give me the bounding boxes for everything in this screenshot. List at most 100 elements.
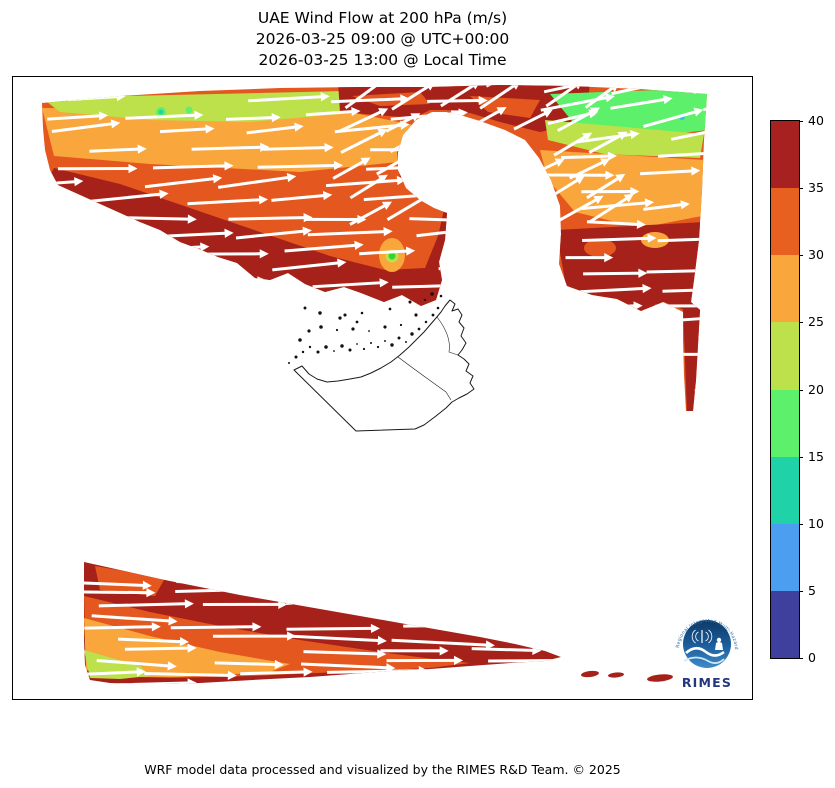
wind-arrow xyxy=(160,228,234,238)
colorbar-tickmark xyxy=(799,322,803,324)
wind-arrow xyxy=(618,335,675,345)
wind-arrow xyxy=(391,638,495,650)
wind-arrow xyxy=(327,666,428,676)
colorbar-tickmark xyxy=(799,255,803,257)
wind-arrow xyxy=(643,107,704,128)
colorbar xyxy=(770,120,800,659)
wind-arrow xyxy=(585,348,639,358)
wind-arrow xyxy=(553,132,593,157)
chart-subtitle-utc: 2026-03-25 09:00 @ UTC+00:00 xyxy=(255,30,510,48)
colorbar-tick-label: 25 xyxy=(808,314,824,330)
island-dot xyxy=(316,350,320,354)
wind-arrow xyxy=(559,314,611,324)
island-dot xyxy=(399,323,403,327)
island-dot xyxy=(303,306,307,310)
wind-arrow xyxy=(581,186,640,197)
wind-arrow xyxy=(440,589,547,599)
island-dot xyxy=(410,332,414,336)
island-dot xyxy=(436,306,440,310)
wind-arrow xyxy=(561,151,617,161)
wind-arrow xyxy=(263,143,334,153)
colorbar-segment xyxy=(771,389,799,457)
island-dot xyxy=(388,307,392,311)
wind-arrow xyxy=(628,402,685,411)
wind-arrow xyxy=(191,142,270,152)
colorbar-tick-label: 5 xyxy=(808,582,816,598)
wind-arrow xyxy=(411,76,466,86)
wind-arrow xyxy=(545,550,646,565)
wind-arrow xyxy=(536,567,561,577)
island-dot xyxy=(408,300,412,304)
colorbar-tick-label: 30 xyxy=(808,247,824,263)
north-wind-field xyxy=(42,76,707,411)
wind-arrow xyxy=(436,569,528,580)
chart-subtitle-local: 2026-03-25 13:00 @ Local Time xyxy=(258,51,507,69)
wind-arrow xyxy=(580,283,652,294)
wind-arrow xyxy=(451,148,515,158)
wind-arrow xyxy=(465,137,499,156)
wind-arrow xyxy=(84,622,161,632)
wind-arrow xyxy=(610,95,673,110)
colorbar-segment xyxy=(771,188,799,256)
island-dot xyxy=(430,292,434,296)
wind-arrow xyxy=(271,191,333,202)
wind-arrow xyxy=(386,655,464,665)
wind-arrow xyxy=(565,253,614,263)
wind-arrow xyxy=(334,120,410,134)
colorbar-tickmark xyxy=(799,389,803,391)
wind-arrow xyxy=(144,670,237,680)
wind-arrow xyxy=(235,226,312,240)
wind-arrow xyxy=(340,562,407,565)
colorbar-segment xyxy=(771,523,799,591)
colorbar-tickmark xyxy=(799,590,803,592)
wind-arrow xyxy=(427,95,488,106)
colorbar-segment xyxy=(771,590,799,658)
wind-arrow xyxy=(555,335,616,345)
wind-arrow xyxy=(491,156,529,177)
island-dot xyxy=(335,328,339,332)
wind-arrow xyxy=(513,109,553,131)
wind-arrow xyxy=(500,173,541,200)
wind-arrow xyxy=(422,675,519,684)
uae-outline xyxy=(293,299,475,432)
wind-arrow xyxy=(284,240,364,253)
wind-arrow xyxy=(562,575,635,587)
island-dot xyxy=(319,325,323,329)
wind-arrow xyxy=(606,380,663,390)
island-dot xyxy=(439,294,443,298)
wind-arrow xyxy=(582,367,635,377)
island-dot xyxy=(301,350,305,354)
wind-arrow xyxy=(534,680,561,684)
logo-wave2-icon xyxy=(683,656,725,664)
wind-arrow xyxy=(413,126,472,136)
colorbar-tickmark xyxy=(799,523,803,525)
island-dot xyxy=(384,340,386,342)
wind-arrow xyxy=(437,177,494,187)
wind-arrow xyxy=(441,547,518,561)
wind-arrow xyxy=(257,589,343,599)
wind-arrow xyxy=(240,667,313,677)
island-dot xyxy=(348,348,352,352)
colorbar-tick-label: 20 xyxy=(808,381,824,397)
wind-arrow xyxy=(658,148,707,159)
wind-arrow xyxy=(286,623,380,634)
logo-wave-icon xyxy=(685,646,725,657)
island-dot xyxy=(294,355,298,359)
island-dot xyxy=(414,313,418,317)
wind-arrow xyxy=(470,580,561,594)
detached-patches xyxy=(581,670,673,682)
island-dot xyxy=(340,344,344,348)
island-dot xyxy=(424,320,428,324)
colorbar-tick-label: 40 xyxy=(808,113,824,128)
island-dot xyxy=(431,313,435,317)
wind-arrow xyxy=(338,108,389,133)
island-dot xyxy=(383,325,387,329)
colorbar-segment xyxy=(771,456,799,524)
island-dot xyxy=(356,343,358,345)
wind-arrow xyxy=(564,612,649,622)
wind-arrow xyxy=(280,577,355,588)
wind-arrow xyxy=(385,113,421,133)
wind-arrow xyxy=(90,260,156,271)
wind-arrow xyxy=(332,157,371,180)
island-dot xyxy=(369,341,373,345)
